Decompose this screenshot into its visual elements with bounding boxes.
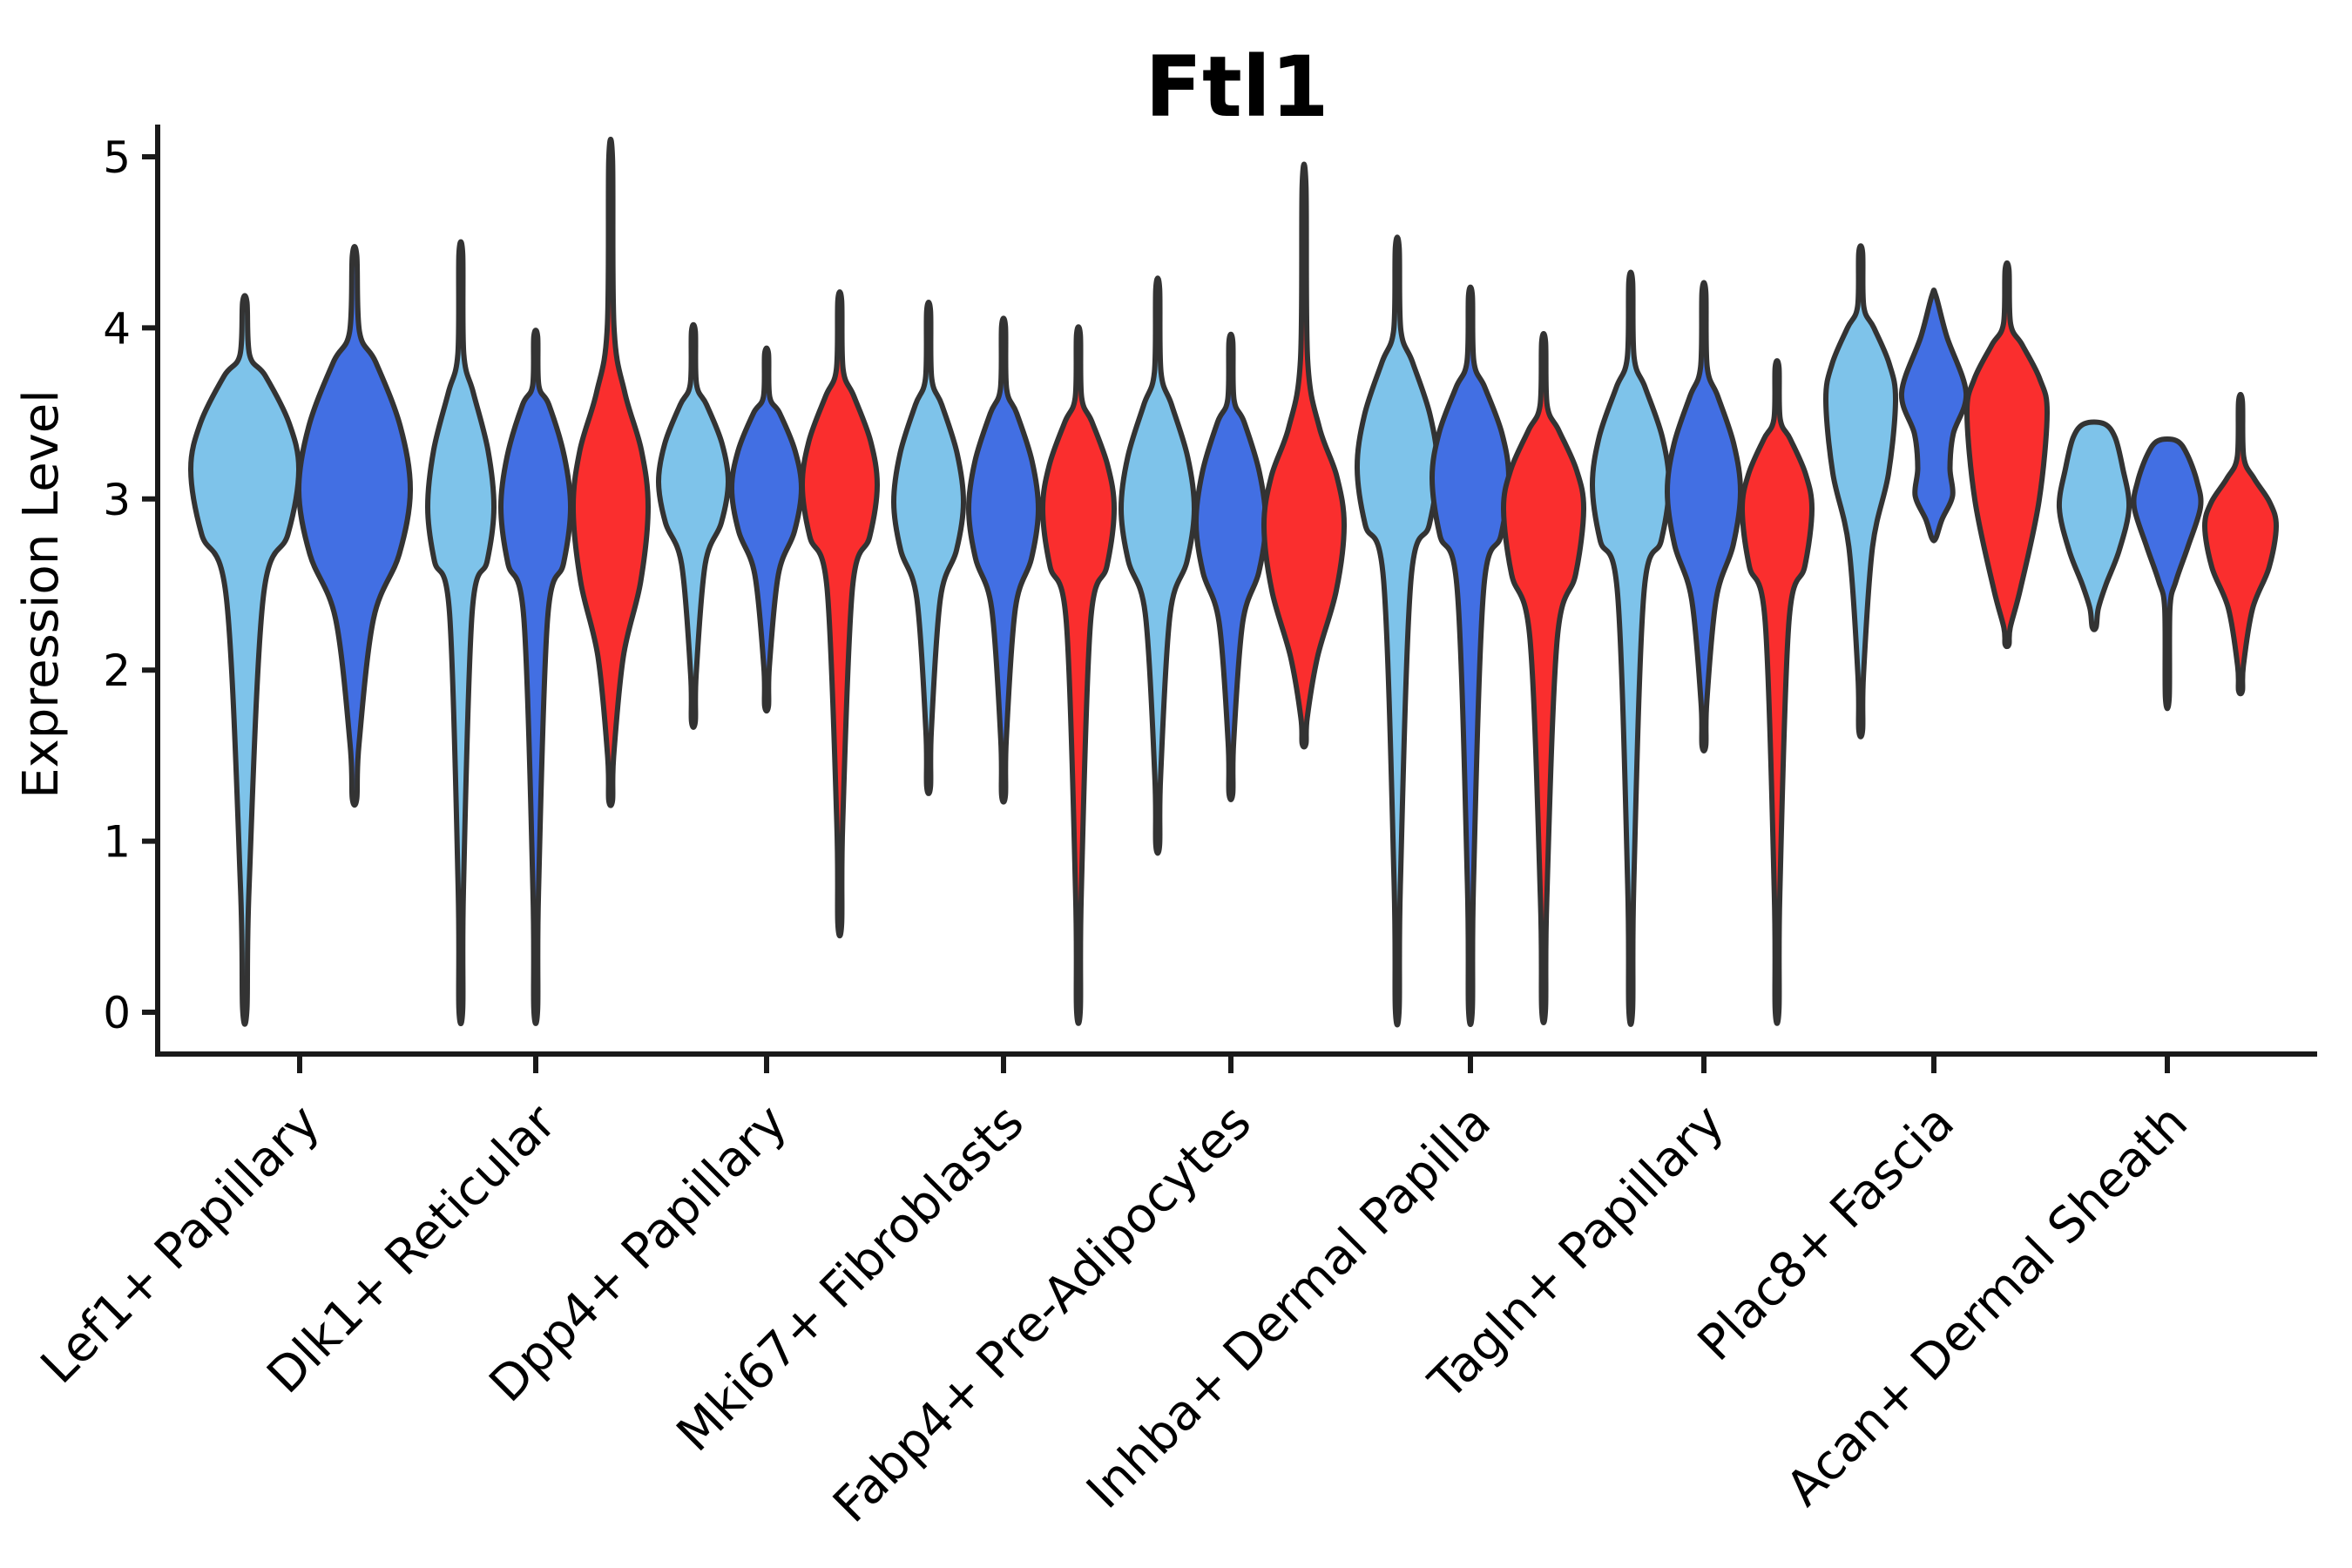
violin-dpp4+-dark_blue <box>728 345 805 714</box>
violin-mki67+-light_blue <box>890 300 967 796</box>
violin-mki67+-dark_blue <box>965 315 1042 805</box>
x-tick-label: Inhba+ Dermal Papilla <box>1076 1094 1502 1520</box>
violin-dlk1+-red <box>570 137 652 808</box>
violin-plac8+-dark_blue <box>1898 287 1970 544</box>
violin-dlk1+-light_blue <box>424 239 497 1027</box>
chart-title: Ftl1 <box>1145 38 1328 136</box>
violin-tagln+-light_blue <box>1589 269 1673 1027</box>
violin-mki67+-red <box>1039 324 1118 1026</box>
violin-inhba+-light_blue <box>1354 234 1441 1028</box>
violin-series <box>187 137 2280 1028</box>
violin-inhba+-red <box>1500 330 1587 1025</box>
violin-dpp4+-light_blue <box>655 321 732 730</box>
violin-plac8+-red <box>1963 260 2051 650</box>
violin-fabp4+-dark_blue <box>1193 331 1269 802</box>
y-tick-label: 4 <box>103 303 131 354</box>
y-tick-label: 0 <box>103 988 131 1038</box>
violin-lef1+-dark_blue <box>295 243 414 808</box>
y-tick-label: 5 <box>103 132 131 183</box>
y-tick-label: 3 <box>103 475 131 525</box>
violin-lef1+-light_blue <box>187 293 302 1027</box>
y-axis-label: Expression Level <box>13 389 70 799</box>
violin-acan+-light_blue <box>2056 419 2132 632</box>
violin-tagln+-red <box>1739 358 1815 1026</box>
violin-fabp4+-light_blue <box>1118 275 1198 856</box>
violin-dpp4+-red <box>799 289 881 939</box>
violin-acan+-dark_blue <box>2131 436 2204 712</box>
violin-inhba+-dark_blue <box>1429 284 1512 1028</box>
violin-acan+-red <box>2201 391 2280 697</box>
violin-tagln+-dark_blue <box>1664 280 1744 754</box>
y-tick-label: 1 <box>103 817 131 868</box>
violin-plac8+-light_blue <box>1822 243 1899 740</box>
y-axis: 0 1 2 3 4 5 <box>103 132 158 1038</box>
x-tick-label: Acan+ Dermal Sheath <box>1775 1094 2199 1517</box>
x-tick-label: Fabp4+ Pre-Adipocytes <box>822 1094 1262 1534</box>
violin-dlk1+-dark_blue <box>497 328 574 1026</box>
y-tick-label: 2 <box>103 645 131 696</box>
violin-fabp4+-red <box>1260 161 1348 750</box>
